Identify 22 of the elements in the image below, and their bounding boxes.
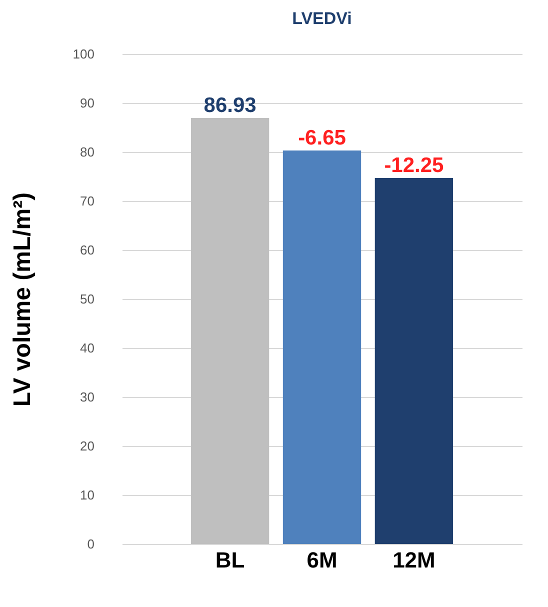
bar	[190, 118, 270, 544]
y-tick-label: 80	[80, 144, 94, 160]
y-tick-label: 30	[80, 390, 94, 404]
y-tick-label: 20	[80, 438, 94, 454]
y-tick-label: 100	[72, 46, 94, 62]
y-tick-label: 50	[80, 292, 94, 306]
y-tick-label: 10	[80, 488, 94, 502]
y-tick-label: 0	[87, 536, 94, 552]
x-tick-label: BL	[215, 548, 245, 572]
annotation: -6.65	[298, 126, 346, 150]
x-tick-label: 12M	[392, 548, 436, 572]
x-tick-label: 6M	[306, 548, 338, 572]
y-tick-label: 40	[80, 340, 94, 356]
chart-title: LVEDVi	[292, 9, 352, 28]
y-tick-label: 70	[80, 194, 94, 208]
bar	[282, 150, 362, 544]
y-axis-title: LV volume (mL/m²)	[8, 192, 36, 407]
y-tick-label: 90	[80, 96, 94, 110]
y-tick-label: 60	[80, 242, 94, 258]
bar	[374, 178, 454, 544]
annotation: -12.25	[384, 154, 444, 177]
data-label: 86.93	[204, 94, 256, 118]
